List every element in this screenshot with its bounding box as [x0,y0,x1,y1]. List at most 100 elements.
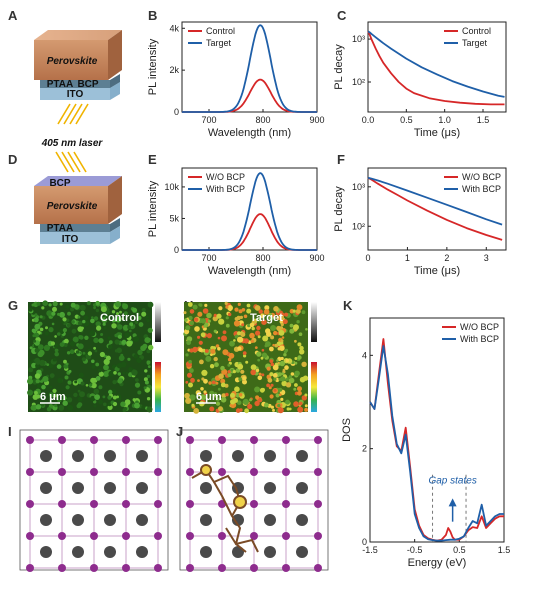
grain [200,394,207,401]
grain [206,333,212,339]
grain [34,323,41,330]
grain [143,386,147,390]
grain [135,378,139,382]
grain [98,371,104,377]
grain [129,329,132,333]
grain [111,310,116,314]
grain [116,347,122,354]
grain [199,359,204,365]
grain [276,359,279,362]
iodide-atom [122,500,130,508]
y-tick-label: 4 [362,350,367,360]
grain [213,313,217,318]
grain [108,389,113,395]
y-tick-label: 10² [352,77,365,87]
bcp-molecule [191,464,259,553]
iodide-atom [186,532,194,540]
panel-letter-c: C [337,8,347,23]
grain [220,382,226,388]
grain [200,318,206,324]
grain [42,376,49,383]
grain [208,381,212,385]
x-tick-label: 900 [309,253,324,263]
panel-g: G Control 6 μm [8,298,161,413]
grain [230,368,234,372]
lead-atom [72,450,84,462]
x-tick-label: 1.5 [477,115,490,125]
grain [59,311,65,318]
grain [128,372,133,377]
grain [95,300,100,306]
grain [76,403,82,409]
grain [137,316,142,320]
series-line-0 [182,78,317,113]
grain [227,305,234,311]
grain [211,380,216,385]
grain [297,342,302,347]
grain [197,379,200,382]
grain [294,339,297,343]
grain [227,363,231,367]
grain [39,315,43,319]
grain [54,351,59,357]
perovskite-side-d [108,176,122,224]
iodide-atom [282,500,290,508]
grain [285,399,290,405]
y-tick-label: 10k [164,182,179,192]
grain [247,403,253,410]
grain [187,302,193,307]
grain [269,394,274,399]
grain [250,339,254,343]
grain [95,376,101,381]
grain [98,399,103,405]
grain [279,360,285,367]
grain [69,349,75,355]
grain [96,325,102,331]
grain [249,322,255,328]
grain [189,368,194,373]
grain [91,359,95,364]
grain [77,315,81,319]
grain [301,310,306,315]
grain [267,377,273,383]
y-tick-label: 0 [362,537,367,547]
lead-atom [40,546,52,558]
lead-atom [40,482,52,494]
iodide-atom [90,564,98,572]
grain [118,355,125,361]
grain [192,304,198,310]
lead-atom [296,482,308,494]
grain [259,387,265,393]
grain [62,328,67,333]
bcp-top [34,176,122,186]
grain [34,373,41,379]
grain [240,332,246,337]
grain [114,301,122,308]
grain [112,395,117,400]
grain [48,327,54,333]
grain [280,339,284,343]
grain [52,388,57,393]
grain [249,398,253,402]
grain [275,393,280,398]
grain [112,380,117,385]
grain [80,381,85,386]
grain [43,344,51,351]
iodide-atom [122,436,130,444]
grain [93,388,100,395]
grain [189,320,194,326]
grain [294,357,298,360]
x-tick-label: 1 [405,253,410,263]
y-tick-label: 4k [169,23,179,33]
label-bcp-d: BCP [49,178,70,189]
grain [188,315,193,321]
grain [213,356,218,362]
grain [270,383,274,387]
grain [221,335,227,342]
grain [237,363,244,370]
iodide-atom [250,532,258,540]
grain [48,392,54,398]
grain [128,367,134,372]
grain [98,338,104,344]
